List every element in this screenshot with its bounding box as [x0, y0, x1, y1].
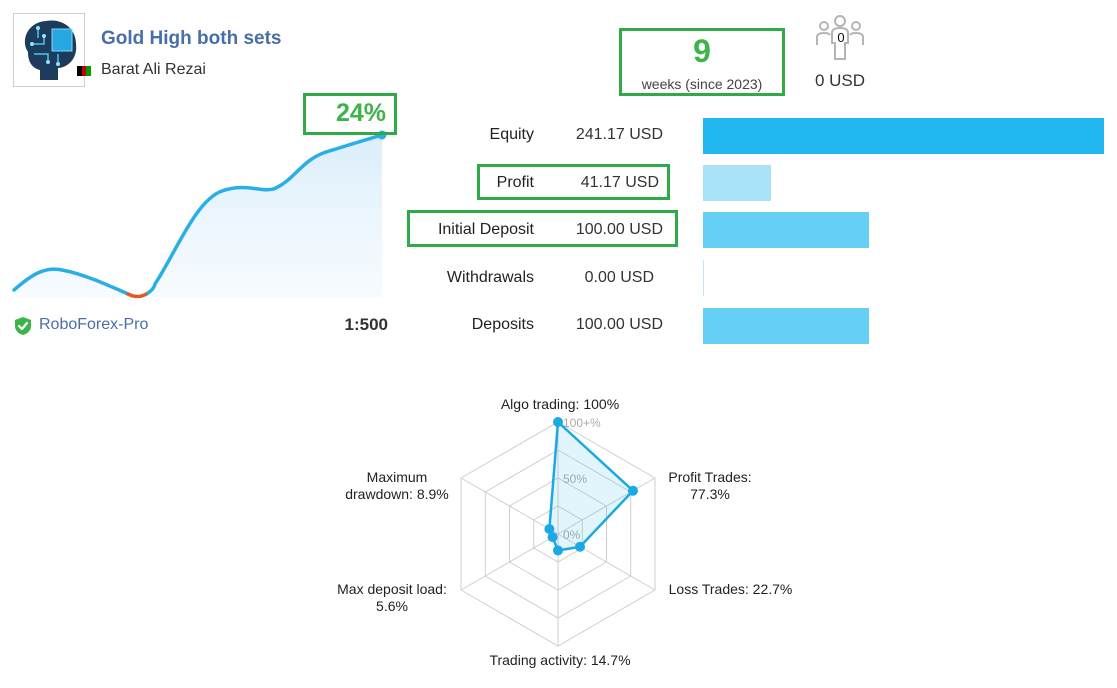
- author-name[interactable]: Barat Ali Rezai: [101, 61, 206, 78]
- stat-bar-deposits: [703, 308, 870, 344]
- broker-name[interactable]: RoboForex-Pro: [39, 316, 149, 333]
- radar-axis-label-algo-trading: Algo trading: 100%: [500, 396, 620, 412]
- subscribers-amount: 0 USD: [814, 71, 866, 90]
- radar-axis-label-max-deposit-load: Max deposit load: 5.6%: [337, 581, 447, 614]
- radar-axis-label-max-drawdown: Maximum drawdown: 8.9%: [345, 469, 449, 502]
- profit-highlight-box: [477, 164, 670, 200]
- growth-highlight-box: [303, 93, 397, 135]
- stat-value-initial-deposit: 100.00 USD: [575, 221, 663, 238]
- radar-point-4: [553, 545, 563, 556]
- leverage-value: 1:500: [344, 315, 388, 334]
- stat-value-equity: 241.17 USD: [575, 126, 663, 143]
- radar-spoke-2: [557, 477, 656, 535]
- growth-line-rise: [146, 133, 384, 295]
- stat-label-equity: Equity: [489, 126, 534, 143]
- radar-point-2: [627, 485, 638, 496]
- radar-spoke-6: [460, 477, 559, 535]
- stat-value-deposits: 100.00 USD: [575, 316, 663, 333]
- stat-bar-profit: [703, 165, 772, 201]
- radar-point-5: [547, 532, 558, 543]
- stat-bar-initial-deposit: [703, 212, 870, 248]
- growth-chart[interactable]: [0, 100, 400, 310]
- radar-point-1: [553, 417, 563, 427]
- initial-deposit-highlight-box: [407, 210, 678, 247]
- growth-percent: 24%: [335, 99, 386, 127]
- subscribers-count: 0: [837, 30, 845, 45]
- subscribers-icon: [816, 15, 864, 60]
- weeks-counter: 9 weeks (since 2023): [619, 28, 785, 96]
- radar-point-6: [544, 524, 555, 535]
- stat-value-withdrawals: 0.00 USD: [584, 269, 654, 286]
- radar-chart: 100+% 50% 0%: [460, 416, 656, 647]
- verified-shield-icon: [15, 317, 31, 335]
- stat-value-profit: 41.17 USD: [580, 174, 659, 191]
- drawdown-segment: [126, 291, 150, 299]
- stat-bar-equity: [703, 118, 1104, 154]
- stat-label-deposits: Deposits: [471, 316, 534, 333]
- radar-point-3: [575, 541, 586, 552]
- radar-scale-label-1: 100+%: [563, 416, 601, 430]
- radar-axis-label-profit-trades: Profit Trades: 77.3%: [668, 469, 752, 502]
- stat-label-initial-deposit: Initial Deposit: [437, 221, 534, 238]
- radar-spoke-3: [557, 533, 656, 591]
- radar-axis-label-loss-trades: Loss Trades: 22.7%: [668, 581, 793, 597]
- stat-label-withdrawals: Withdrawals: [446, 269, 534, 286]
- radar-spoke-5: [460, 533, 559, 591]
- radar-scale-label-3: 0%: [563, 528, 581, 542]
- weeks-caption: weeks (since 2023): [641, 76, 763, 92]
- stat-label-profit: Profit: [496, 174, 534, 191]
- signal-avatar[interactable]: [13, 13, 85, 87]
- stat-bar-withdrawals: [703, 260, 704, 296]
- growth-line: [12, 267, 130, 296]
- weeks-value: 9: [693, 33, 711, 69]
- signal-title[interactable]: Gold High both sets: [101, 28, 282, 49]
- radar-scale-label-2: 50%: [563, 472, 587, 486]
- radar-axis-label-trading-activity: Trading activity: 14.7%: [489, 652, 631, 668]
- growth-area: [14, 135, 382, 297]
- afghanistan-flag-icon: [77, 66, 92, 76]
